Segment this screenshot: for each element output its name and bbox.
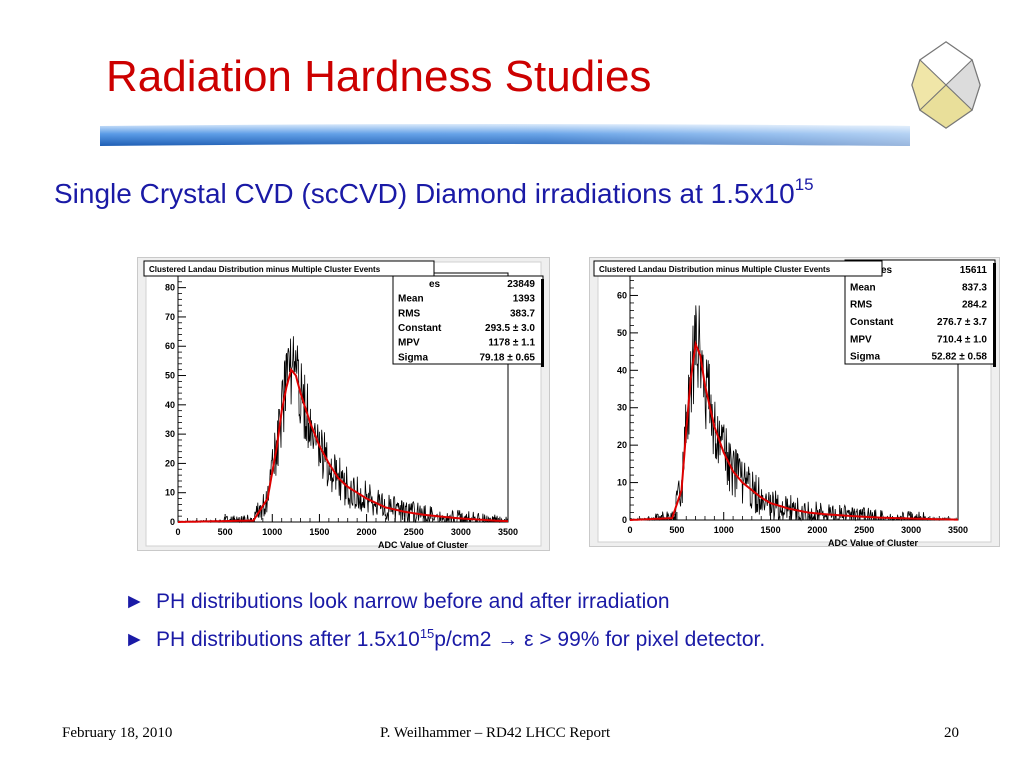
x-tick-label: 0: [175, 527, 180, 537]
x-axis-label: ADC Value of Cluster: [828, 538, 919, 546]
bullet-item: ► PH distributions after 1.5x1015p/cm2 → …: [124, 626, 766, 666]
bullet-item: ► PH distributions look narrow before and…: [124, 590, 765, 628]
stats-label: Sigma: [850, 352, 880, 363]
slide-subtitle: Single Crystal CVD (scCVD) Diamond irrad…: [54, 175, 814, 210]
landau-plot-before: 0 500 1000 1500 2000 2500 3000 3500 0 10 20 30 40 50 6…: [137, 257, 550, 551]
histogram-series: [629, 305, 959, 522]
x-tick-label: 1500: [761, 525, 781, 535]
stats-label: Constant: [398, 323, 442, 334]
x-axis-label: ADC Value of Cluster: [378, 540, 469, 550]
x-tick-label: 2000: [807, 525, 827, 535]
x-tick-label: 2500: [854, 525, 874, 535]
stats-label: MPV: [398, 338, 420, 349]
stats-value: 383.7: [510, 308, 535, 319]
y-tick-label: 50: [165, 371, 175, 381]
stats-label: RMS: [850, 300, 873, 311]
stats-box-shadow: [993, 263, 996, 367]
landau-chart-after: 0 500 1000 1500 2000 2500 3000 3500 0 10 20 30 40 50 6…: [593, 259, 996, 546]
title-underline-bar: [100, 124, 910, 146]
y-tick-label: 30: [165, 429, 175, 439]
chart-title: Clustered Landau Distribution minus Mult…: [599, 265, 831, 274]
landau-fit-curve: [630, 340, 958, 521]
x-tick-label: 1000: [714, 525, 734, 535]
stats-entries-value: 23849: [507, 279, 535, 290]
y-tick-label: 40: [617, 365, 627, 375]
x-tick-label: 500: [669, 525, 684, 535]
x-tick-label: 3000: [901, 525, 921, 535]
bullet-text: PH distributions look narrow before and …: [156, 590, 670, 613]
y-tick-label: 10: [165, 488, 175, 498]
stats-value: 837.3: [962, 282, 987, 293]
histogram-series: [177, 336, 509, 524]
bullet-list: ► PH distributions look narrow before and…: [124, 590, 765, 666]
y-tick-label: 0: [622, 515, 627, 525]
y-tick-label: 50: [617, 328, 627, 338]
stats-label: Sigma: [398, 352, 428, 363]
landau-plot-after: 0 500 1000 1500 2000 2500 3000 3500 0 10 20 30 40 50 6…: [589, 257, 1000, 547]
y-tick-label: 20: [617, 440, 627, 450]
stats-entries-label: es: [881, 265, 893, 276]
subtitle-exponent: 15: [794, 175, 814, 194]
landau-chart-before: 0 500 1000 1500 2000 2500 3000 3500 0 10 20 30 40 50 6…: [143, 260, 544, 550]
chart-title: Clustered Landau Distribution minus Mult…: [149, 265, 381, 274]
x-tick-label: 0: [627, 525, 632, 535]
y-tick-label: 60: [617, 290, 627, 300]
stats-box-shadow: [541, 279, 544, 367]
landau-fit-curve: [178, 367, 508, 523]
y-tick-label: 0: [170, 517, 175, 527]
y-tick-label: 20: [165, 458, 175, 468]
stats-value: 79.18 ± 0.65: [479, 352, 535, 363]
stats-value: 710.4 ± 1.0: [937, 334, 987, 345]
y-tick-label: 80: [165, 283, 175, 293]
footer-author: P. Weilhammer – RD42 LHCC Report: [380, 725, 611, 741]
stats-value: 284.2: [962, 300, 987, 311]
slide-title: Radiation Hardness Studies: [106, 52, 652, 101]
stats-label: RMS: [398, 308, 421, 319]
subtitle-text: Single Crystal CVD (scCVD) Diamond irrad…: [54, 178, 795, 209]
bullet-text-post: p/cm2 → ε > 99% for pixel detector.: [434, 628, 766, 651]
y-tick-label: 60: [165, 341, 175, 351]
x-tick-label: 2000: [357, 527, 377, 537]
x-tick-label: 3500: [498, 527, 518, 537]
chart-title-box: [143, 260, 435, 277]
bullet-arrow-icon: ►: [124, 590, 145, 613]
bullet-exponent: 15: [419, 626, 435, 641]
stats-value: 1178 ± 1.1: [488, 338, 535, 349]
x-tick-label: 1500: [309, 527, 329, 537]
stats-label: Mean: [398, 294, 424, 305]
diamond-logo-icon: [911, 41, 981, 129]
chart-title-box: [593, 260, 883, 277]
bullet-arrow-icon: ►: [124, 628, 145, 651]
y-tick-label: 40: [165, 400, 175, 410]
stats-label: Mean: [850, 282, 876, 293]
stats-entries-label: es: [429, 279, 441, 290]
bullet-text-pre: PH distributions after 1.5x10: [156, 628, 420, 651]
stats-value: 276.7 ± 3.7: [937, 317, 987, 328]
stats-value: 293.5 ± 3.0: [485, 323, 535, 334]
footer-page-number: 20: [944, 725, 959, 741]
stats-value: 1393: [513, 294, 536, 305]
x-tick-label: 1000: [262, 527, 282, 537]
x-tick-label: 500: [218, 527, 233, 537]
y-tick-label: 10: [617, 478, 627, 488]
y-tick-label: 30: [617, 403, 627, 413]
stats-label: MPV: [850, 334, 872, 345]
stats-box: [844, 259, 996, 365]
stats-entries-value: 15611: [960, 265, 988, 276]
x-tick-label: 2500: [404, 527, 424, 537]
y-tick-label: 70: [165, 312, 175, 322]
stats-label: Constant: [850, 317, 894, 328]
x-tick-label: 3000: [451, 527, 471, 537]
stats-value: 52.82 ± 0.58: [931, 352, 987, 363]
footer-date: February 18, 2010: [62, 725, 173, 741]
x-tick-label: 3500: [948, 525, 968, 535]
stats-box: [392, 275, 544, 365]
